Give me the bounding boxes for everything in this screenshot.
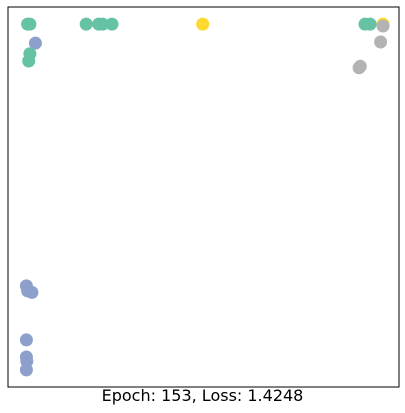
scatter-point-gray-16: [352, 61, 366, 75]
scatter-point-gray-13: [376, 19, 390, 33]
scatter-point-blue-7: [28, 36, 42, 50]
scatter-point-blue-23: [19, 363, 33, 377]
scatter-point-blue-19: [25, 285, 39, 299]
scatter-point-yellow-6: [196, 17, 210, 31]
scatter-point-teal-11: [363, 17, 377, 31]
epoch-loss-caption: Epoch: 153, Loss: 1.4248: [101, 386, 304, 405]
scatter-point-teal-5: [105, 17, 119, 31]
points-layer: [19, 17, 390, 377]
scatter-point-teal-9: [22, 54, 36, 68]
scatter-point-teal-1: [23, 17, 37, 31]
plot-frame: [7, 6, 400, 388]
scatter-point-blue-20: [19, 333, 33, 347]
scatter-point-teal-2: [79, 17, 93, 31]
scatter-point-gray-14: [374, 35, 388, 49]
scatter-point-teal-4: [96, 17, 110, 31]
